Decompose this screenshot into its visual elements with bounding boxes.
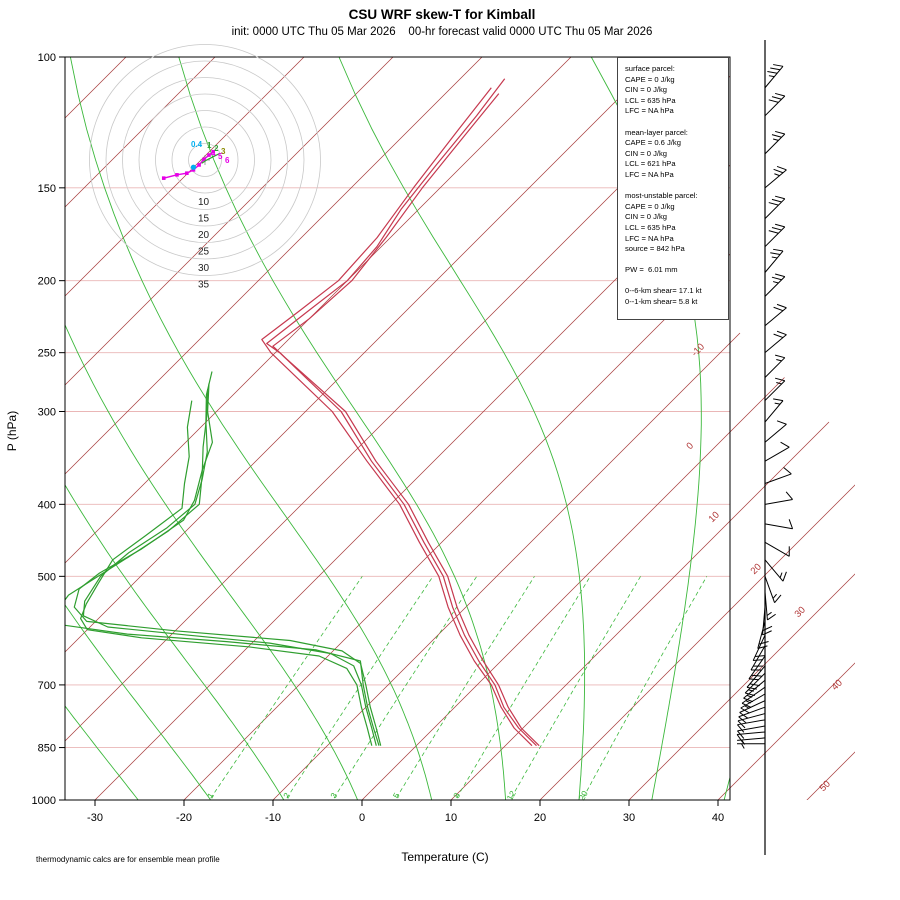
svg-text:8: 8 xyxy=(451,791,462,800)
info-line xyxy=(625,181,728,192)
info-line: mean-layer parcel: xyxy=(625,127,688,137)
info-line: LCL = 621 hPa xyxy=(625,159,676,169)
svg-text:3: 3 xyxy=(221,147,226,156)
info-line: 0--6-km shear= 17.1 kt xyxy=(625,286,702,296)
svg-text:50: 50 xyxy=(818,779,833,794)
info-line: LFC = NA hPa xyxy=(625,169,674,179)
svg-text:300: 300 xyxy=(38,407,56,419)
svg-text:-10: -10 xyxy=(265,812,281,824)
svg-text:-10: -10 xyxy=(689,341,706,358)
svg-text:10: 10 xyxy=(198,197,210,208)
info-line: surface parcel: xyxy=(625,64,675,73)
svg-text:20: 20 xyxy=(198,230,210,241)
info-line: source = 842 hPa xyxy=(625,244,685,254)
svg-text:5: 5 xyxy=(391,791,402,800)
svg-text:6: 6 xyxy=(225,156,230,165)
svg-text:30: 30 xyxy=(198,263,210,274)
svg-text:500: 500 xyxy=(38,571,56,583)
svg-text:-30: -30 xyxy=(87,812,103,824)
x-axis-label: Temperature (C) xyxy=(401,850,489,864)
svg-text:0: 0 xyxy=(359,812,365,824)
info-line: LFC = NA hPa xyxy=(625,233,674,243)
svg-text:40: 40 xyxy=(712,812,724,824)
svg-text:400: 400 xyxy=(38,499,56,511)
svg-text:0.4: 0.4 xyxy=(191,140,203,149)
svg-text:2: 2 xyxy=(214,144,219,153)
svg-text:100: 100 xyxy=(38,52,56,64)
isotherms-ext-layer xyxy=(730,323,855,800)
svg-text:30: 30 xyxy=(623,812,635,824)
moist-adiabats-layer xyxy=(65,57,730,800)
parcel-info-box: surface parcel: CAPE = 0 J/kg CIN = 0 J/… xyxy=(617,57,729,320)
svg-text:10: 10 xyxy=(445,812,457,824)
svg-text:250: 250 xyxy=(38,348,56,360)
dewpoint-trace xyxy=(65,371,382,746)
info-line: CIN = 0 J/kg xyxy=(625,85,667,95)
info-line: LFC = NA hPa xyxy=(625,106,674,116)
info-line xyxy=(625,276,728,287)
svg-text:10: 10 xyxy=(707,510,722,525)
info-line: most-unstable parcel: xyxy=(625,191,698,201)
svg-text:5: 5 xyxy=(218,152,223,161)
info-line: CIN = 0 J/kg xyxy=(625,148,667,158)
info-line: CAPE = 0.6 J/kg xyxy=(625,138,681,148)
chart-title: CSU WRF skew-T for Kimball xyxy=(348,7,536,22)
info-line xyxy=(625,255,728,266)
mixing-ratio-layer xyxy=(209,576,708,800)
svg-text:-20: -20 xyxy=(176,812,192,824)
hodograph: 10 15 20 25 30 35 0.4 1 2 34 5 6 xyxy=(89,44,321,291)
svg-text:15: 15 xyxy=(198,214,210,225)
svg-text:35: 35 xyxy=(198,280,210,291)
svg-text:700: 700 xyxy=(38,680,56,692)
svg-text:40: 40 xyxy=(830,678,845,693)
info-line: 0--1-km shear= 5.8 kt xyxy=(625,297,698,307)
svg-text:25: 25 xyxy=(198,247,210,258)
info-line: CIN = 0 J/kg xyxy=(625,212,667,222)
info-line xyxy=(625,117,728,128)
temperature-trace xyxy=(261,78,540,747)
wind-barbs-layer xyxy=(736,40,794,855)
svg-text:30: 30 xyxy=(793,605,808,620)
svg-text:0: 0 xyxy=(684,440,696,452)
svg-text:1: 1 xyxy=(205,791,216,800)
svg-text:150: 150 xyxy=(38,183,56,195)
chart-subtitle: init: 0000 UTC Thu 05 Mar 2026 00-hr for… xyxy=(231,26,653,38)
svg-text:1000: 1000 xyxy=(32,795,56,807)
svg-text:200: 200 xyxy=(38,276,56,288)
svg-text:20: 20 xyxy=(749,562,764,577)
svg-text:4: 4 xyxy=(211,149,216,158)
svg-text:2: 2 xyxy=(281,791,292,800)
info-line: LCL = 635 hPa xyxy=(625,95,676,105)
svg-text:1: 1 xyxy=(207,141,212,150)
info-line: PW = 6.01 mm xyxy=(625,265,678,275)
svg-text:850: 850 xyxy=(38,743,56,755)
svg-text:3: 3 xyxy=(328,791,339,800)
footer-note: thermodynamic calcs are for ensemble mea… xyxy=(36,855,220,864)
info-line: CAPE = 0 J/kg xyxy=(625,201,675,211)
svg-text:20: 20 xyxy=(534,812,546,824)
info-line: LCL = 635 hPa xyxy=(625,222,676,232)
svg-text:12: 12 xyxy=(505,789,519,802)
pressure-gridlines-layer xyxy=(65,187,730,749)
y-axis-label: P (hPa) xyxy=(5,410,19,452)
info-line: CAPE = 0 J/kg xyxy=(625,74,675,84)
